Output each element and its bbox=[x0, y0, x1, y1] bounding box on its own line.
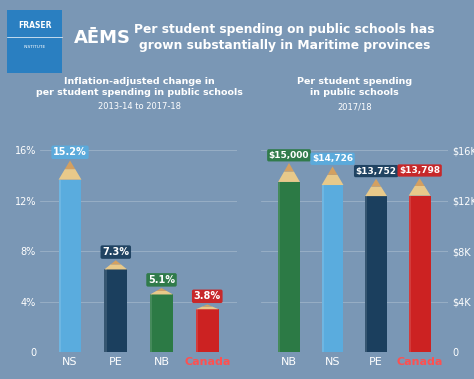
Text: $15,000: $15,000 bbox=[269, 151, 309, 160]
Polygon shape bbox=[110, 260, 121, 265]
Polygon shape bbox=[150, 291, 173, 294]
Polygon shape bbox=[104, 265, 127, 269]
Polygon shape bbox=[365, 196, 367, 352]
Polygon shape bbox=[202, 304, 212, 307]
Bar bbox=[104, 269, 127, 352]
Text: 2017/18: 2017/18 bbox=[337, 102, 372, 111]
Polygon shape bbox=[409, 186, 430, 196]
Polygon shape bbox=[278, 172, 300, 182]
Text: Per student spending on public schools has
grown substantially in Maritime provi: Per student spending on public schools h… bbox=[134, 23, 435, 52]
FancyBboxPatch shape bbox=[7, 10, 62, 74]
Polygon shape bbox=[284, 163, 294, 172]
Text: AĒMS: AĒMS bbox=[73, 28, 130, 47]
Text: Inflation-adjusted change in
per student spending in public schools: Inflation-adjusted change in per student… bbox=[36, 77, 243, 97]
Polygon shape bbox=[322, 185, 324, 352]
Polygon shape bbox=[150, 294, 152, 352]
Text: $13,752: $13,752 bbox=[356, 167, 397, 175]
Polygon shape bbox=[409, 196, 411, 352]
Polygon shape bbox=[196, 307, 219, 309]
Bar bbox=[278, 182, 300, 352]
Text: FRASER: FRASER bbox=[18, 20, 51, 30]
Text: 2013-14 to 2017-18: 2013-14 to 2017-18 bbox=[98, 102, 182, 111]
Text: 3.8%: 3.8% bbox=[194, 291, 221, 301]
Polygon shape bbox=[104, 269, 107, 352]
Polygon shape bbox=[322, 175, 344, 185]
Text: INSTITUTE: INSTITUTE bbox=[24, 45, 46, 49]
Text: 7.3%: 7.3% bbox=[102, 247, 129, 257]
Polygon shape bbox=[59, 169, 82, 180]
Bar bbox=[322, 185, 344, 352]
Text: $14,726: $14,726 bbox=[312, 154, 353, 163]
Bar bbox=[196, 309, 219, 352]
Text: $13,798: $13,798 bbox=[399, 166, 440, 175]
Polygon shape bbox=[278, 182, 280, 352]
Text: 15.2%: 15.2% bbox=[53, 147, 87, 157]
Bar bbox=[409, 196, 430, 352]
Bar bbox=[365, 196, 387, 352]
Bar bbox=[150, 294, 173, 352]
Bar bbox=[59, 180, 82, 352]
Polygon shape bbox=[156, 288, 167, 291]
Text: Per student spending
in public schools: Per student spending in public schools bbox=[297, 77, 412, 97]
Polygon shape bbox=[365, 186, 387, 196]
Polygon shape bbox=[59, 180, 61, 352]
Polygon shape bbox=[196, 309, 198, 352]
Polygon shape bbox=[328, 166, 337, 175]
Polygon shape bbox=[65, 160, 75, 169]
Text: 5.1%: 5.1% bbox=[148, 275, 175, 285]
Polygon shape bbox=[371, 179, 381, 186]
Polygon shape bbox=[415, 178, 425, 186]
